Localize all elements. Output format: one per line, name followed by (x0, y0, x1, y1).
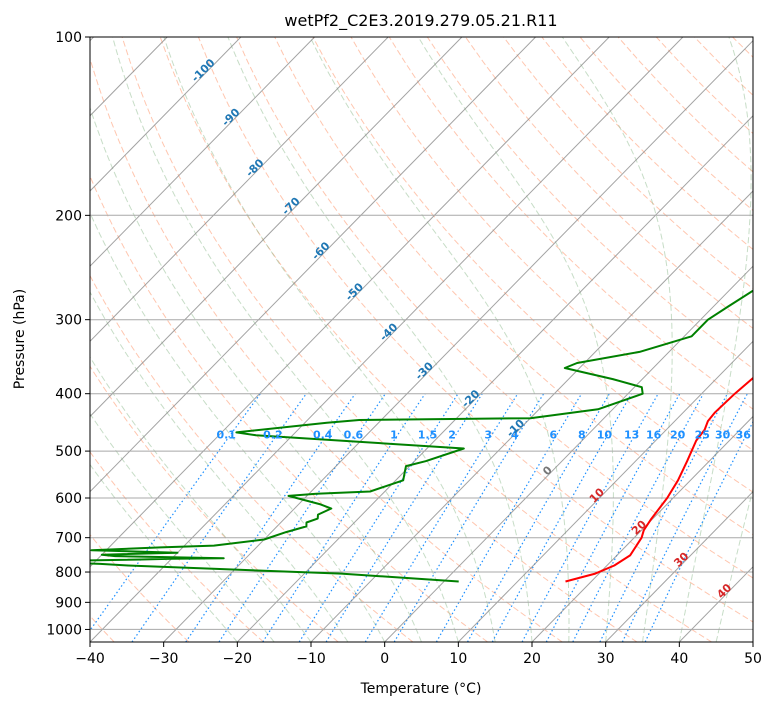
y-tick-label: 200 (55, 208, 82, 224)
moist-adiabat (90, 211, 386, 642)
plot-frame (89, 36, 754, 643)
mixing-ratio-label: 1 (390, 429, 398, 442)
mixing-ratio-line (644, 420, 753, 642)
mixing-ratio-line (298, 393, 459, 642)
isotherm-line (457, 340, 753, 642)
isotherm-line (90, 37, 463, 418)
mixing-ratio-label: 1.5 (418, 429, 438, 442)
moist-adiabat (90, 356, 312, 642)
y-tick-label: 800 (55, 565, 82, 581)
y-tick-label: 400 (55, 387, 82, 403)
y-axis-label: Pressure (hPa) (12, 289, 28, 389)
mixing-ratio-label: 2 (448, 429, 456, 442)
moist-adiabat (678, 37, 752, 642)
x-tick-label: 30 (597, 651, 615, 667)
mixing-ratio-line (491, 393, 633, 642)
isotherm-line (90, 37, 684, 642)
dry-adiabat (90, 365, 339, 642)
isotherm-line (90, 37, 315, 267)
mixing-ratio-line (364, 393, 519, 642)
isotherm-line (605, 490, 753, 642)
mixing-ratio-line (393, 393, 545, 642)
isotherm-line (236, 115, 753, 642)
isotherm-line (90, 37, 610, 568)
mixing-ratio-label: 0.4 (313, 429, 333, 442)
moist-adiabat (90, 412, 275, 642)
mixing-ratio-label: 36 (736, 429, 752, 442)
mixing-ratio-label: 0.2 (263, 429, 283, 442)
isotherm-line (90, 37, 536, 493)
y-tick-label: 700 (55, 531, 82, 547)
moist-adiabat (309, 37, 570, 642)
x-tick-label: 50 (744, 651, 762, 667)
chart-title: wetPf2_C2E3.2019.279.05.21.R11 (284, 11, 557, 31)
mixing-ratio-line (262, 393, 426, 642)
y-tick-label: 600 (55, 491, 82, 507)
mixing-ratio-label: 0.6 (344, 429, 364, 442)
x-tick-label: 40 (670, 651, 688, 667)
mixing-ratio-label: 13 (624, 429, 639, 442)
x-tick-label: −30 (149, 651, 179, 667)
mixing-ratio-label: 4 (511, 429, 519, 442)
x-axis-label: Temperature (°C) (360, 681, 482, 697)
mixing-ratio-label: 0.1 (216, 429, 236, 442)
isotherm-line (90, 37, 389, 343)
mixing-ratio-line (599, 393, 728, 642)
x-tick-label: −10 (296, 651, 326, 667)
x-tick-label: 0 (380, 651, 389, 667)
x-tick-label: 20 (523, 651, 541, 667)
y-tick-label: 900 (55, 595, 82, 611)
mixing-ratio-line (218, 393, 386, 642)
dry-adiabat (90, 533, 190, 642)
dry-adiabat (465, 37, 753, 329)
moist-adiabat (561, 37, 673, 642)
x-tick-label: 10 (449, 651, 467, 667)
dry-adiabat (90, 56, 563, 642)
moist-adiabat (163, 37, 496, 642)
mixing-ratio-line (521, 393, 659, 642)
dry-adiabat (312, 37, 753, 493)
mixing-ratio-label: 6 (549, 429, 557, 442)
mixing-ratio-label: 20 (670, 429, 686, 442)
x-tick-label: −40 (75, 651, 105, 667)
dry-adiabat (350, 37, 753, 451)
plot-background (90, 37, 753, 642)
dry-adiabat (426, 37, 753, 370)
isotherm-line (163, 39, 753, 642)
isotherm-line (752, 641, 753, 642)
mixing-ratio-label: 10 (597, 429, 613, 442)
dewpoint-profile-line (90, 289, 753, 583)
y-tick-label: 1000 (46, 622, 82, 638)
dry-adiabat (90, 175, 488, 642)
isotherm-line (310, 190, 753, 642)
mixing-ratio-label: 25 (695, 429, 710, 442)
mixing-ratio-line (90, 393, 261, 632)
mixing-ratio-line (466, 393, 610, 642)
mixing-ratio-label: 30 (715, 429, 731, 442)
dry-adiabat (121, 37, 638, 642)
isotherm-line (90, 37, 242, 192)
mixing-ratio-line (435, 393, 583, 642)
y-tick-label: 500 (55, 444, 82, 460)
dry-adiabat (771, 37, 775, 642)
y-tick-label: 100 (55, 30, 82, 46)
moist-adiabat (227, 37, 533, 642)
y-tick-label: 300 (55, 313, 82, 329)
isotherm-line (531, 415, 753, 642)
mixing-ratio-label: 8 (578, 429, 586, 442)
moist-adiabat (90, 106, 422, 642)
mixing-ratio-label: 16 (646, 429, 662, 442)
moist-adiabat (90, 463, 238, 642)
mixing-ratio-label: 3 (484, 429, 492, 442)
moist-adiabat (417, 37, 614, 642)
temperature-profile-line (565, 376, 753, 583)
x-tick-label: −20 (223, 651, 253, 667)
